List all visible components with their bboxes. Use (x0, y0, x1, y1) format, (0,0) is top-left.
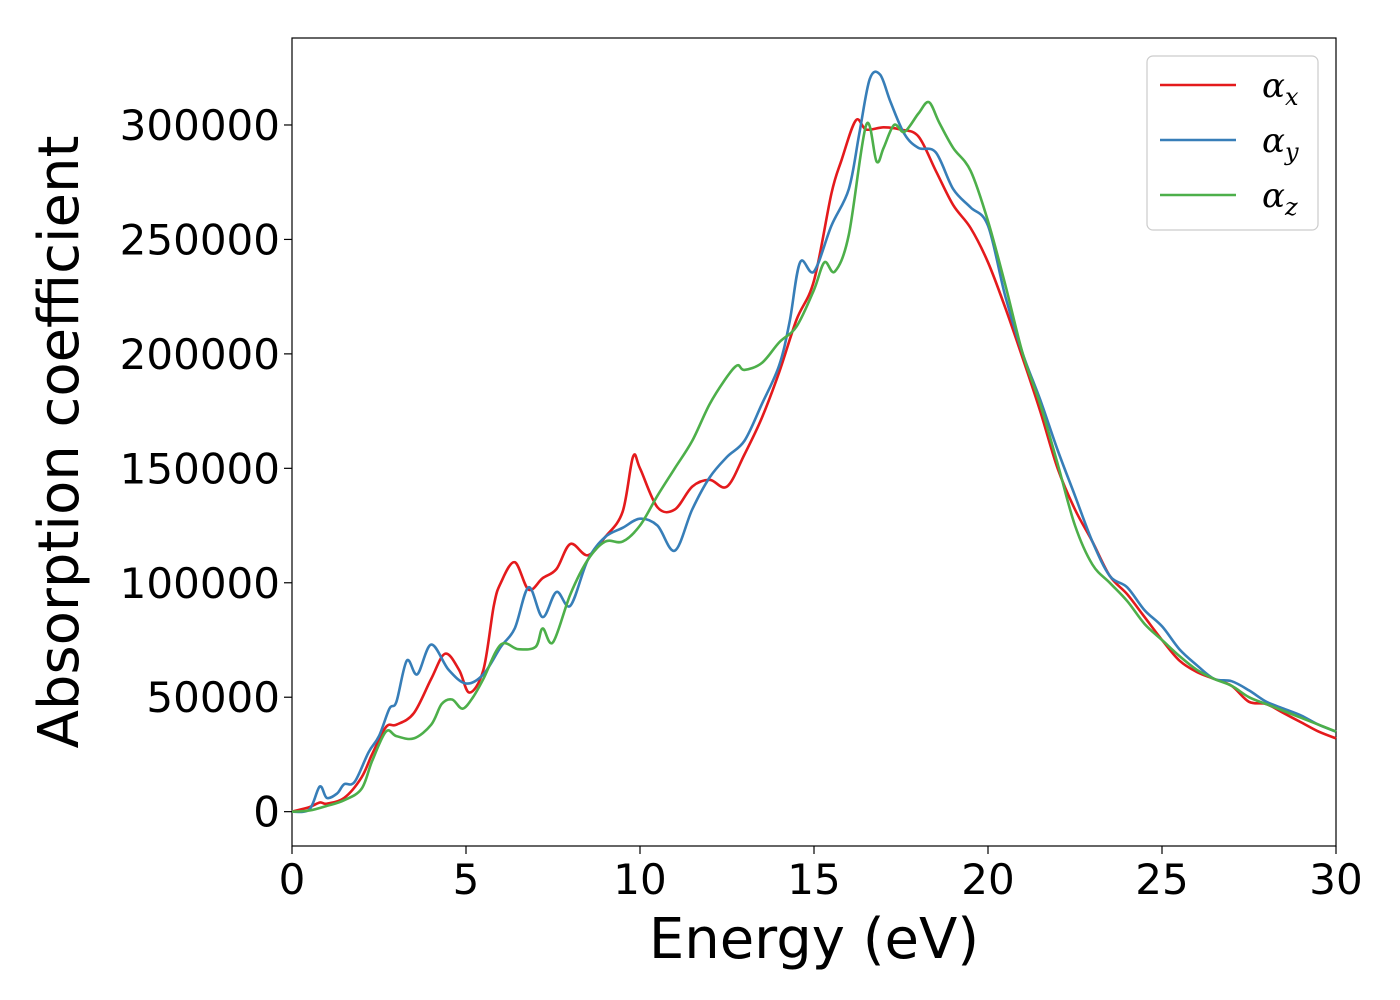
y-tick-label: 300000 (120, 101, 280, 150)
series-line-z (291, 100, 1337, 813)
y-tick-label: 0 (253, 788, 280, 837)
y-axis-ticks: 0 50000 100000 150000 200000 250000 300000 (120, 101, 292, 837)
legend-box (1146, 55, 1319, 231)
x-tick-label: 25 (1135, 855, 1188, 904)
y-tick-label: 200000 (120, 330, 280, 379)
y-tick-label: 150000 (120, 444, 280, 493)
y-tick-label: 50000 (146, 673, 280, 722)
x-tick-label: 15 (787, 855, 840, 904)
legend-label-z: αz (1262, 176, 1298, 221)
x-tick-label: 5 (453, 855, 480, 904)
x-tick-label: 30 (1309, 855, 1362, 904)
legend-label-x: αx (1262, 66, 1299, 111)
series-line-y (291, 70, 1337, 814)
y-tick-label: 100000 (120, 559, 280, 608)
x-axis-title: Energy (eV) (649, 907, 979, 972)
y-axis-title: Absorption coefficient (27, 136, 92, 749)
x-tick-label: 20 (961, 855, 1014, 904)
x-tick-label: 10 (613, 855, 666, 904)
legend: αx αy αz (1146, 55, 1319, 231)
x-axis-ticks: 0 5 10 15 20 25 30 (279, 846, 1363, 904)
legend-label-y: αy (1262, 121, 1299, 166)
series-layer (291, 70, 1337, 814)
x-tick-label: 0 (279, 855, 306, 904)
y-tick-label: 250000 (120, 215, 280, 264)
series-line-x (291, 118, 1337, 813)
